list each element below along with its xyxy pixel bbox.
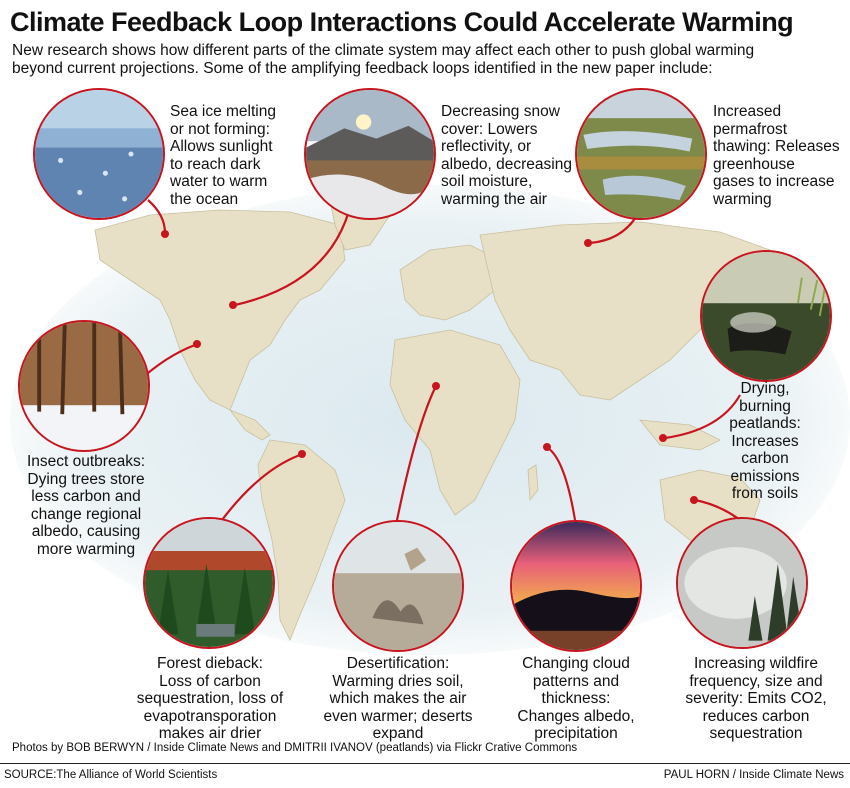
caption-line: Allows sunlight	[170, 138, 273, 155]
caption-forest: Forest dieback: Loss of carbon sequestra…	[124, 655, 296, 743]
location-dots	[161, 230, 698, 504]
caption-line: the ocean	[170, 190, 239, 208]
photo-permafrost	[575, 88, 707, 220]
caption-line: warming	[713, 190, 772, 208]
caption-line: Increasing wildfire	[693, 655, 819, 672]
dot-peatlands	[659, 434, 667, 442]
photo-snow	[304, 88, 436, 220]
caption-line: which makes the air	[329, 690, 467, 707]
dot-wildfire	[690, 496, 698, 504]
caption-line: sequestration	[709, 725, 803, 742]
leader-forest	[221, 453, 301, 521]
caption-line: patterns and	[532, 672, 620, 690]
photo-desert	[332, 520, 464, 652]
asia	[479, 221, 771, 401]
caption-line: greenhouse	[713, 155, 795, 173]
caption-line: albedo, causing	[31, 523, 141, 540]
caption-line: sequestration, loss of	[136, 690, 284, 707]
europe	[399, 244, 501, 321]
caption-line: more warming	[36, 540, 136, 558]
intro-line-2: beyond current projections. Some of the …	[12, 60, 713, 77]
caption-line: Increases	[731, 432, 799, 450]
caption-sea-ice: Sea ice melting or not forming: Allows s…	[170, 103, 276, 208]
dot-desert	[432, 382, 440, 390]
caption-line: permafrost	[713, 120, 788, 138]
caption-line: Warming dries soil,	[332, 672, 464, 690]
caption-line: expand	[372, 725, 424, 742]
page-title: Climate Feedback Loop Interactions Could…	[10, 7, 794, 37]
caption-line: peatlands:	[729, 415, 801, 432]
dot-insect	[193, 340, 201, 348]
caption-line: Changing cloud	[522, 655, 630, 672]
caption-line: burning	[739, 397, 791, 415]
caption-permafrost: Increased permafrost thawing: Releases g…	[713, 103, 840, 208]
intro-text: New research shows how different parts o…	[12, 42, 832, 78]
caption-line: Dying trees store	[27, 470, 145, 488]
caption-insect: Insect outbreaks: Dying trees store less…	[0, 453, 172, 558]
dot-sea-ice	[161, 230, 169, 238]
caption-line: Desertification:	[346, 655, 450, 672]
dot-snow	[229, 301, 237, 309]
caption-line: Increased	[713, 103, 782, 120]
caption-line: Decreasing snow	[441, 103, 560, 120]
caption-line: soil moisture,	[441, 173, 533, 190]
photo-insect	[18, 320, 150, 452]
caption-line: reflectivity, or	[441, 138, 532, 155]
caption-line: thawing: Releases	[713, 138, 840, 155]
north-america	[94, 209, 346, 411]
caption-line: warming the air	[441, 190, 547, 208]
dot-forest	[298, 450, 306, 458]
leader-cloud	[547, 447, 577, 521]
photo-cloud	[510, 520, 642, 652]
photo-credit: Photos by BOB BERWYN / Inside Climate Ne…	[12, 742, 578, 754]
caption-line: to reach dark	[170, 155, 261, 173]
caption-line: severity: Emits CO2,	[685, 690, 827, 707]
footer-divider	[0, 763, 850, 764]
caption-wildfire: Increasing wildfire frequency, size and …	[668, 655, 844, 743]
caption-line: makes air drier	[158, 725, 262, 742]
caption-line: change regional	[30, 505, 142, 523]
caption-snow: Decreasing snow cover: Lowers reflectivi…	[441, 103, 572, 208]
caption-desert: Desertification: Warming dries soil, whi…	[310, 655, 486, 743]
leader-peatlands	[664, 394, 741, 440]
caption-line: less carbon and	[31, 488, 141, 505]
caption-line: even warmer; deserts	[323, 707, 473, 725]
caption-line: evapotransporation	[143, 707, 277, 725]
photo-wildfire	[676, 517, 808, 649]
dot-cloud	[543, 443, 551, 451]
caption-line: precipitation	[534, 725, 618, 742]
africa	[389, 329, 521, 516]
caption-line: or not forming:	[170, 120, 270, 138]
caption-line: Sea ice melting	[170, 103, 276, 120]
leader-desert	[393, 387, 436, 531]
caption-line: gases to increase	[713, 173, 835, 190]
caption-line: emissions	[730, 467, 800, 485]
caption-peatlands: Drying, burning peatlands: Increases car…	[705, 380, 825, 503]
caption-line: thickness:	[541, 690, 611, 707]
caption-line: Insect outbreaks:	[26, 453, 146, 470]
south-america	[257, 439, 346, 641]
caption-line: cover: Lowers	[441, 120, 538, 138]
caption-line: albedo, decreasing	[441, 155, 572, 173]
intro-line-1: New research shows how different parts o…	[12, 42, 755, 59]
dot-permafrost	[584, 239, 592, 247]
caption-cloud: Changing cloud patterns and thickness: C…	[500, 655, 652, 743]
byline: PAUL HORN / Inside Climate News	[663, 769, 844, 781]
madagascar	[527, 464, 539, 502]
source-line: SOURCE:The Alliance of World Scientists	[4, 769, 218, 781]
caption-line: from soils	[731, 485, 799, 502]
caption-line: frequency, size and	[689, 672, 823, 690]
caption-line: Drying,	[740, 380, 790, 397]
caption-line: Changes albedo,	[517, 707, 635, 725]
caption-line: carbon	[741, 450, 789, 467]
central-america	[228, 409, 271, 441]
caption-line: Loss of carbon	[159, 672, 261, 690]
photo-peatlands	[700, 250, 832, 382]
caption-line: Forest dieback:	[157, 655, 263, 672]
photo-sea-ice	[33, 88, 165, 220]
caption-line: water to warm	[170, 173, 268, 190]
caption-line: reduces carbon	[702, 707, 810, 725]
